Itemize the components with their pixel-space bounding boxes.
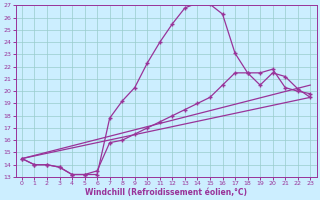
X-axis label: Windchill (Refroidissement éolien,°C): Windchill (Refroidissement éolien,°C) (85, 188, 247, 197)
